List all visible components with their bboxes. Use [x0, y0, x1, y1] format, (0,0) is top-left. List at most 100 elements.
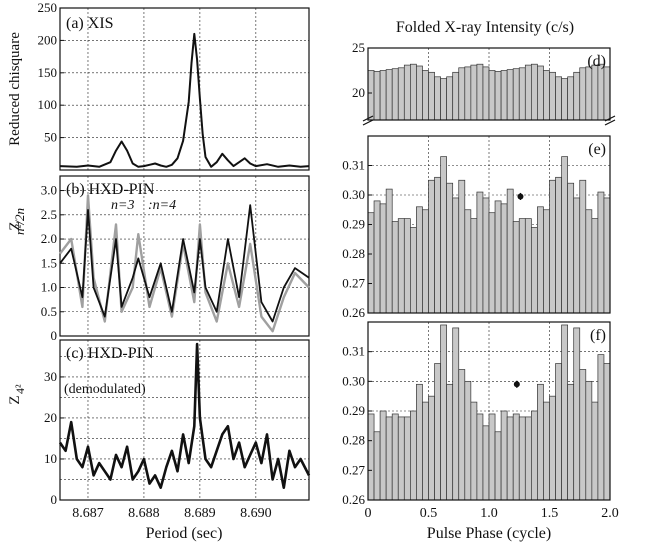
panel-e-bar	[379, 203, 387, 314]
panel-f-bar	[512, 413, 520, 501]
e-ytick-label: 0.31	[342, 158, 365, 173]
panel-e-bar	[416, 206, 423, 314]
panel-c-hxd-pin-demodulated: 0 10 20 30 (c) HXD-PIN (demodulated) 8.687 8.68…	[7, 339, 311, 521]
panel-d-bar	[603, 66, 611, 121]
panel-f-bar	[482, 425, 490, 501]
panel-e-label: (e)	[588, 141, 606, 158]
panel-d-axis-break-mark	[362, 115, 374, 122]
panel-e-bar	[397, 218, 405, 314]
panel-e-bar	[561, 156, 568, 314]
panel-f-xtick-label: 0	[365, 506, 372, 521]
panel-d-bar	[482, 66, 490, 121]
panel-d-bar	[373, 71, 381, 121]
panel-e-bar	[373, 200, 381, 314]
panel-f-bar	[416, 383, 423, 501]
f-ytick-label: 0.28	[342, 433, 365, 448]
panel-c-ylabel-rest: 4²	[13, 384, 27, 394]
panel-f-xtick-label: 1.5	[541, 506, 559, 521]
panel-d-bar	[585, 66, 593, 121]
d-ytick-label: 25	[352, 40, 365, 55]
panel-c-frame	[59, 339, 310, 501]
panel-f-bar	[428, 395, 435, 501]
panel-b-ylabel-rest: n²/2n	[12, 208, 27, 235]
f-ytick-label: 0.27	[342, 462, 365, 477]
panel-e-bar	[518, 218, 526, 314]
panel-d-axis-break-mark	[604, 115, 616, 122]
a-ytick-label: 200	[38, 32, 58, 47]
panel-e-bar	[446, 182, 454, 314]
panel-e-bar	[440, 156, 448, 314]
panel-d-bar	[403, 64, 411, 121]
panel-f-bar	[597, 354, 605, 501]
panel-d-bar	[561, 78, 568, 121]
panel-e-bar	[530, 227, 538, 314]
panel-e-bar	[537, 206, 544, 314]
b-ytick-label: 0	[51, 328, 58, 343]
f-ytick-label: 0.30	[342, 373, 365, 388]
panel-d-bar	[512, 68, 520, 121]
panel-f-bar	[476, 413, 484, 501]
panel-d-bar	[537, 65, 544, 121]
panel-d-bar	[494, 71, 502, 121]
panel-f-bar	[537, 383, 544, 501]
panel-e-bar	[512, 221, 520, 314]
panel-d-bar	[524, 64, 532, 121]
panel-d-bar	[464, 66, 472, 121]
panel-b-frame	[59, 175, 310, 337]
panel-f-bar	[488, 413, 496, 501]
panel-e-bar	[579, 179, 587, 314]
b-ytick-label: 2.0	[41, 231, 57, 246]
panel-c-ylabel: Z	[7, 395, 23, 404]
panel-f-bar	[367, 413, 375, 501]
panel-e-error-point	[517, 193, 524, 200]
panel-d-bar	[391, 68, 399, 121]
panel-f-bar	[385, 416, 393, 501]
panel-f-bar	[440, 324, 448, 501]
panel-d-bar	[470, 64, 478, 121]
panel-f-bar	[434, 363, 441, 501]
e-ytick-label: 0.30	[342, 187, 365, 202]
panel-b-legend-n4: :n=4	[148, 198, 176, 213]
panel-f-bar	[573, 327, 581, 501]
c-ytick-label: 0	[51, 492, 58, 507]
panel-f-bar	[579, 369, 587, 501]
panel-f-label: (f)	[590, 327, 606, 344]
panel-e-bar	[410, 227, 417, 314]
panel-d-bar	[452, 71, 460, 121]
panel-d-bar	[458, 67, 466, 121]
f-ytick-label: 0.31	[342, 344, 365, 359]
panel-e-bar	[506, 188, 514, 314]
panel-f-bar	[585, 380, 593, 501]
b-ytick-label: 1.5	[41, 255, 57, 270]
b-ytick-label: 0.5	[41, 304, 57, 319]
d-ytick-label: 20	[352, 85, 365, 100]
panel-f-bar	[500, 410, 508, 501]
e-ytick-label: 0.27	[342, 276, 365, 291]
panel-b-series-n4-line	[59, 204, 310, 323]
panel-f-xtick-label: 2.0	[601, 506, 619, 521]
panel-a-frame	[59, 7, 310, 171]
panel-e-bar	[500, 203, 508, 314]
panel-e-bar	[573, 197, 581, 314]
panel-f-bar	[506, 416, 514, 501]
panel-f-bar	[530, 410, 538, 501]
panel-e-bar	[494, 200, 502, 314]
panel-c-annotation: (demodulated)	[64, 382, 146, 397]
panel-d-bar	[416, 65, 423, 121]
panel-d-bar	[379, 70, 387, 121]
panel-d-bar	[567, 76, 575, 121]
panel-b-label: (b) HXD-PIN	[66, 181, 155, 198]
panel-f-bar	[591, 401, 599, 501]
panel-f-bar	[518, 416, 526, 501]
panel-e-bar	[464, 209, 472, 314]
panel-d-axis-break-mark	[362, 119, 374, 126]
panel-f-bar	[555, 363, 562, 501]
panel-d-bar	[428, 71, 435, 121]
panel-f-bar	[397, 416, 405, 501]
panel-e-bar	[585, 209, 593, 314]
panel-d-bar	[385, 69, 393, 121]
panel-c-z4-line	[58, 342, 311, 489]
panel-e-bar	[367, 212, 375, 314]
